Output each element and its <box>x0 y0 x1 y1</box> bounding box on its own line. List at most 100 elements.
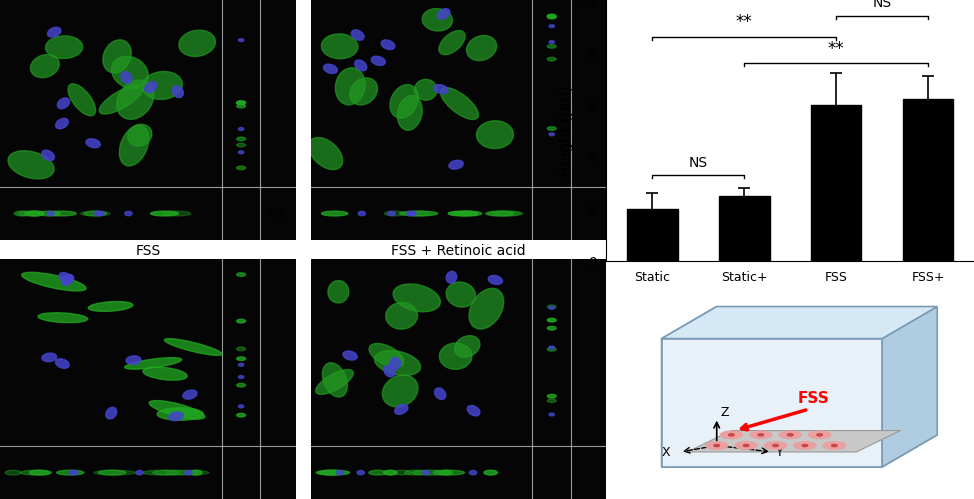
Ellipse shape <box>437 8 450 19</box>
Ellipse shape <box>547 44 556 48</box>
Ellipse shape <box>439 30 466 55</box>
Ellipse shape <box>455 211 482 216</box>
Ellipse shape <box>469 288 504 329</box>
Ellipse shape <box>758 434 764 436</box>
Ellipse shape <box>21 272 86 291</box>
Ellipse shape <box>239 376 244 378</box>
Ellipse shape <box>397 95 422 130</box>
Ellipse shape <box>309 137 343 170</box>
Ellipse shape <box>343 351 357 360</box>
Text: **: ** <box>736 13 753 31</box>
Text: FSS: FSS <box>798 391 829 406</box>
Ellipse shape <box>488 211 520 216</box>
Ellipse shape <box>157 408 204 420</box>
Ellipse shape <box>547 127 556 130</box>
Ellipse shape <box>433 85 448 94</box>
Ellipse shape <box>823 442 845 449</box>
Y-axis label: Height (μm): Height (μm) <box>558 85 574 177</box>
Ellipse shape <box>765 442 787 449</box>
Ellipse shape <box>467 35 497 60</box>
Ellipse shape <box>135 471 143 475</box>
Polygon shape <box>661 306 717 467</box>
Ellipse shape <box>750 431 771 439</box>
Ellipse shape <box>149 401 205 419</box>
Ellipse shape <box>29 470 50 475</box>
Ellipse shape <box>68 84 95 116</box>
Ellipse shape <box>323 64 337 73</box>
Ellipse shape <box>422 8 453 31</box>
Ellipse shape <box>385 211 405 216</box>
Ellipse shape <box>549 40 554 43</box>
Ellipse shape <box>357 471 364 475</box>
Ellipse shape <box>47 212 55 216</box>
Ellipse shape <box>48 27 60 37</box>
Ellipse shape <box>384 470 397 475</box>
Ellipse shape <box>394 404 408 414</box>
Ellipse shape <box>336 471 344 475</box>
Text: Y: Y <box>775 446 783 459</box>
Bar <box>719 196 769 261</box>
Ellipse shape <box>549 413 554 416</box>
Ellipse shape <box>547 347 556 351</box>
Ellipse shape <box>549 306 554 309</box>
Ellipse shape <box>439 343 472 369</box>
Ellipse shape <box>803 445 807 447</box>
Ellipse shape <box>183 390 197 399</box>
Ellipse shape <box>57 98 69 109</box>
Ellipse shape <box>440 87 478 119</box>
Ellipse shape <box>485 211 514 216</box>
Ellipse shape <box>439 470 452 475</box>
Ellipse shape <box>409 212 416 216</box>
Ellipse shape <box>547 399 556 403</box>
Polygon shape <box>661 435 937 467</box>
Ellipse shape <box>729 434 734 436</box>
Ellipse shape <box>125 358 182 369</box>
Ellipse shape <box>328 280 349 303</box>
Bar <box>903 99 954 261</box>
Ellipse shape <box>237 143 245 147</box>
Bar <box>811 105 861 261</box>
Ellipse shape <box>547 318 556 322</box>
Ellipse shape <box>787 434 793 436</box>
Ellipse shape <box>355 60 366 71</box>
Ellipse shape <box>391 357 400 369</box>
Ellipse shape <box>106 407 117 419</box>
Ellipse shape <box>352 30 364 40</box>
Ellipse shape <box>172 86 183 98</box>
Ellipse shape <box>237 413 245 417</box>
Ellipse shape <box>390 85 418 118</box>
Ellipse shape <box>103 40 131 73</box>
Ellipse shape <box>56 359 69 368</box>
Ellipse shape <box>721 431 742 439</box>
Ellipse shape <box>179 30 215 56</box>
Ellipse shape <box>26 211 45 216</box>
Ellipse shape <box>237 273 245 276</box>
Ellipse shape <box>735 442 757 449</box>
Polygon shape <box>661 306 937 339</box>
Ellipse shape <box>237 319 245 323</box>
Ellipse shape <box>412 470 450 475</box>
Ellipse shape <box>125 212 132 216</box>
Ellipse shape <box>547 14 556 17</box>
Ellipse shape <box>165 339 222 355</box>
Text: NS: NS <box>689 156 708 170</box>
Ellipse shape <box>56 470 84 475</box>
Text: NS: NS <box>873 0 891 10</box>
Ellipse shape <box>374 350 421 376</box>
Ellipse shape <box>163 211 191 216</box>
Text: Y-Z: Y-Z <box>268 208 287 221</box>
Polygon shape <box>882 306 937 467</box>
Ellipse shape <box>384 365 394 377</box>
Ellipse shape <box>56 118 68 129</box>
Ellipse shape <box>30 54 59 78</box>
Ellipse shape <box>547 14 556 18</box>
Ellipse shape <box>388 212 395 216</box>
Ellipse shape <box>151 211 178 216</box>
Ellipse shape <box>335 68 365 105</box>
Ellipse shape <box>46 36 83 58</box>
Ellipse shape <box>369 470 387 475</box>
Ellipse shape <box>61 274 74 285</box>
Ellipse shape <box>386 302 418 329</box>
Ellipse shape <box>166 470 208 475</box>
Ellipse shape <box>549 346 554 349</box>
